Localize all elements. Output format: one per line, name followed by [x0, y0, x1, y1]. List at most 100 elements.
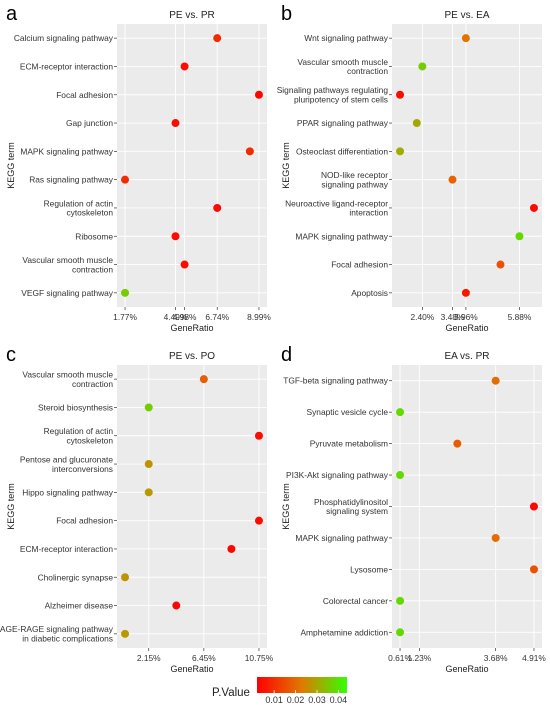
term-label: Focal adhesion	[56, 90, 113, 100]
term-label: Pyruvate metabolism	[310, 439, 388, 449]
term-label: Ras signaling pathway	[29, 175, 114, 185]
x-axis-title: GeneRatio	[170, 323, 213, 333]
data-point	[199, 375, 208, 384]
data-point	[529, 502, 538, 511]
data-point	[491, 376, 500, 385]
term-label: Lysosome	[350, 564, 388, 574]
data-point	[412, 119, 421, 128]
term-label: MAPK signaling pathway	[295, 533, 388, 543]
data-point	[448, 175, 457, 184]
term-label: Vascular smooth muscle contraction	[22, 369, 113, 388]
term-label: Ribosome	[75, 231, 113, 241]
x-tick-label: 3.68%	[484, 653, 508, 663]
data-point	[496, 260, 505, 269]
x-tick-label: 8.99%	[247, 312, 271, 322]
term-label: Vascular smooth muscle contraction	[297, 57, 388, 76]
term-label: NOD-like receptor signaling pathway	[321, 170, 389, 189]
term-label: Synaptic vesicle cycle	[307, 407, 389, 417]
data-point	[121, 288, 130, 297]
panel-letter: c	[6, 344, 16, 366]
x-tick-label: 4.98%	[173, 312, 197, 322]
data-point	[461, 288, 470, 297]
term-label: Neuroactive ligand-receptor interaction	[285, 198, 388, 217]
x-tick-label: 5.88%	[508, 312, 532, 322]
data-point	[396, 628, 405, 637]
term-label: PI3K-Akt signaling pathway	[286, 470, 389, 480]
term-label: Colorectal cancer	[323, 596, 388, 606]
x-axis-title: GeneRatio	[170, 664, 213, 674]
legend-ticks: 0.01 0.02 0.03 0.04	[265, 690, 347, 705]
panel-title: PE vs. EA	[444, 10, 489, 21]
plot-background	[117, 365, 267, 648]
data-point	[227, 544, 236, 553]
term-label: Gap junction	[66, 118, 113, 128]
panel-title: PE vs. PO	[169, 351, 215, 362]
data-point	[254, 431, 263, 440]
panel-title: PE vs. PR	[169, 10, 215, 21]
panel-letter: d	[281, 344, 292, 366]
x-tick-label: 4.49%	[164, 312, 188, 322]
x-tick-label: 2.15%	[137, 653, 161, 663]
data-point	[396, 596, 405, 605]
y-axis-title: KEGG term	[6, 483, 16, 530]
data-point	[418, 62, 427, 71]
plot-background	[117, 24, 267, 307]
term-label: ECM-receptor interaction	[20, 61, 113, 71]
data-point	[396, 90, 405, 99]
term-label: Regulation of actin cytoskeleton	[44, 426, 114, 445]
data-point	[213, 203, 222, 212]
x-tick-label: 3.48%	[441, 312, 465, 322]
x-tick-label: 6.45%	[192, 653, 216, 663]
term-label: MAPK signaling pathway	[295, 231, 388, 241]
data-point	[396, 471, 405, 480]
plot-background	[392, 24, 542, 307]
x-tick-label: 3.96%	[454, 312, 478, 322]
data-point	[144, 488, 153, 497]
panel-c: c PE vs. PO Vascular smooth muscle contract…	[0, 344, 274, 674]
term-label: Steroid biosynthesis	[38, 402, 113, 412]
legend-title: P.Value	[212, 687, 250, 699]
data-point	[144, 403, 153, 412]
term-label: Focal adhesion	[331, 260, 388, 270]
term-label: Amphetamine addiction	[300, 627, 388, 637]
panel-b: b PE vs. EA Wnt signaling pathway Vascular …	[277, 3, 542, 333]
term-label: MAPK signaling pathway	[20, 146, 113, 156]
x-axis-title: GeneRatio	[445, 323, 488, 333]
term-label: Phosphatidylinositol signaling system	[314, 497, 388, 516]
term-label: Vascular smooth muscle contraction	[22, 255, 113, 274]
data-point	[171, 232, 180, 241]
data-point	[121, 629, 130, 638]
data-point	[245, 147, 254, 156]
y-axis-title: KEGG term	[281, 142, 291, 189]
data-point	[144, 460, 153, 469]
term-label: Wnt signaling pathway	[304, 33, 389, 43]
term-label: AGE-RAGE signaling pathway in diabetic co…	[0, 624, 114, 643]
term-label: Osteoclast differentiation	[296, 146, 388, 156]
data-point	[491, 533, 500, 542]
panel-a: a PE vs. PR Calcium signaling pathway ECM-r…	[6, 3, 271, 333]
data-point	[121, 573, 130, 582]
data-point	[529, 203, 538, 212]
term-label: Pentose and glucuronate interconversions	[20, 454, 113, 473]
term-label: PPAR signaling pathway	[297, 118, 389, 128]
panel-d: d EA vs. PR TGF-beta signaling pathway Syna…	[281, 344, 546, 674]
x-axis-title: GeneRatio	[445, 664, 488, 674]
data-point	[121, 175, 130, 184]
data-point	[254, 516, 263, 525]
y-axis-title: KEGG term	[6, 142, 16, 189]
panel-title: EA vs. PR	[444, 351, 489, 362]
y-axis-title: KEGG term	[281, 483, 291, 530]
term-label: Hippo signaling pathway	[22, 487, 114, 497]
x-tick-label: 0.61%	[388, 653, 412, 663]
legend-tick-label: 0.04	[330, 695, 348, 705]
legend-tick-label: 0.03	[308, 695, 326, 705]
term-label: Alzheimer disease	[45, 601, 114, 611]
term-label: ECM-receptor interaction	[20, 544, 113, 554]
chart-panels: a PE vs. PR Calcium signaling pathway ECM-r…	[0, 3, 546, 674]
color-legend: P.Value 0.01 0.02 0.03 0.04	[212, 677, 347, 705]
data-point	[396, 408, 405, 417]
term-label: TGF-beta signaling pathway	[283, 376, 389, 386]
x-tick-label: 4.91%	[522, 653, 546, 663]
